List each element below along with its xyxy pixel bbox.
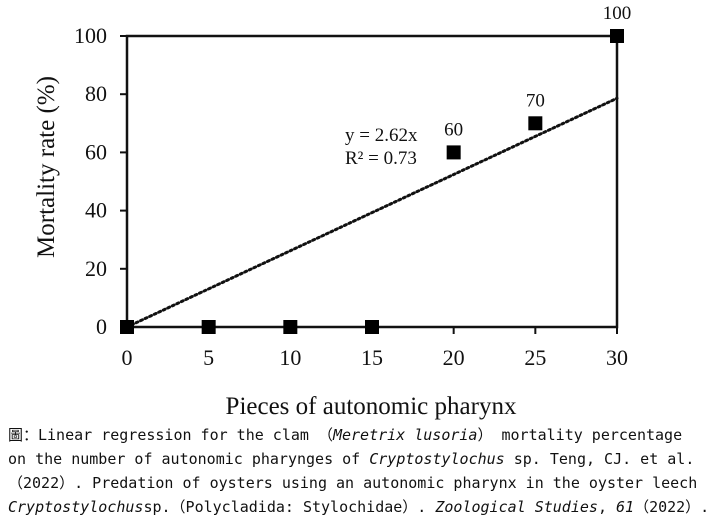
trendline bbox=[125, 96, 619, 329]
caption-part2: ） mortality percentage bbox=[477, 426, 683, 444]
y-tick-label: 0 bbox=[96, 314, 107, 339]
plot-axes bbox=[125, 34, 619, 329]
caption-line4a: sp.（Polycladida: Stylochidae）. bbox=[143, 498, 436, 516]
caption-journal: Zoological Studies bbox=[435, 498, 598, 516]
data-point bbox=[201, 320, 216, 334]
axis-ticks: 0 5 10 15 20 25 30 0 20 40 60 80 100 bbox=[74, 23, 628, 370]
x-tick-label: 10 bbox=[279, 345, 301, 370]
figure-caption: 圖：Linear regression for the clam （Meretr… bbox=[8, 423, 711, 519]
data-point bbox=[528, 116, 543, 131]
plot-frame bbox=[125, 34, 619, 329]
y-axis-label: Mortality rate (%) bbox=[33, 76, 60, 258]
x-tick-label: 30 bbox=[606, 345, 628, 370]
data-label: 100 bbox=[603, 3, 632, 24]
caption-prefix: 圖：Linear regression for the clam （ bbox=[8, 426, 333, 444]
caption-volume: 61 bbox=[616, 498, 635, 516]
data-point bbox=[365, 320, 379, 334]
x-tick-label: 5 bbox=[203, 345, 214, 370]
y-tick-label: 40 bbox=[85, 198, 107, 223]
caption-line-1: 圖：Linear regression for the clam （Meretr… bbox=[8, 423, 711, 447]
data-label: 60 bbox=[444, 119, 463, 140]
x-tick-label: 25 bbox=[524, 345, 546, 370]
y-tick-label: 100 bbox=[74, 23, 107, 48]
caption-line4b: , bbox=[597, 498, 616, 516]
caption-line2b: sp. Teng, CJ. et al. bbox=[504, 450, 695, 468]
y-tick-label: 80 bbox=[85, 81, 107, 106]
caption-line-2: on the number of autonomic pharynges of … bbox=[8, 447, 711, 471]
trendline-equation: y = 2.62x bbox=[345, 125, 418, 146]
caption-line-3: （2022）. Predation of oysters using an au… bbox=[8, 474, 698, 492]
x-tick-label: 15 bbox=[361, 345, 383, 370]
trendline-group bbox=[125, 96, 619, 329]
caption-line-4: Cryptostylochussp.（Polycladida: Stylochi… bbox=[8, 495, 711, 519]
data-point bbox=[610, 29, 624, 43]
data-label: 70 bbox=[526, 90, 545, 111]
data-point bbox=[120, 320, 134, 334]
trendline-r-squared: R² = 0.73 bbox=[345, 148, 417, 169]
caption-line4c: （2022）. bbox=[634, 498, 710, 516]
caption-line2a: on the number of autonomic pharynges of bbox=[8, 450, 370, 468]
x-tick-label: 0 bbox=[122, 345, 133, 370]
caption-genus-2: Cryptostylochus bbox=[8, 498, 144, 516]
caption-genus-1: Cryptostylochus bbox=[369, 450, 505, 468]
x-tick-label: 20 bbox=[443, 345, 465, 370]
data-point bbox=[446, 145, 461, 160]
caption-species: Meretrix lusoria bbox=[332, 426, 478, 444]
data-point bbox=[283, 320, 298, 334]
y-tick-label: 20 bbox=[85, 256, 107, 281]
y-tick-label: 60 bbox=[85, 139, 107, 164]
data-points: 60 70 100 bbox=[120, 3, 631, 334]
x-axis-label: Pieces of autonomic pharynx bbox=[226, 393, 517, 420]
chart: 0 5 10 15 20 25 30 0 20 40 60 80 100 60 70 100 Pieces … bbox=[33, 3, 631, 420]
